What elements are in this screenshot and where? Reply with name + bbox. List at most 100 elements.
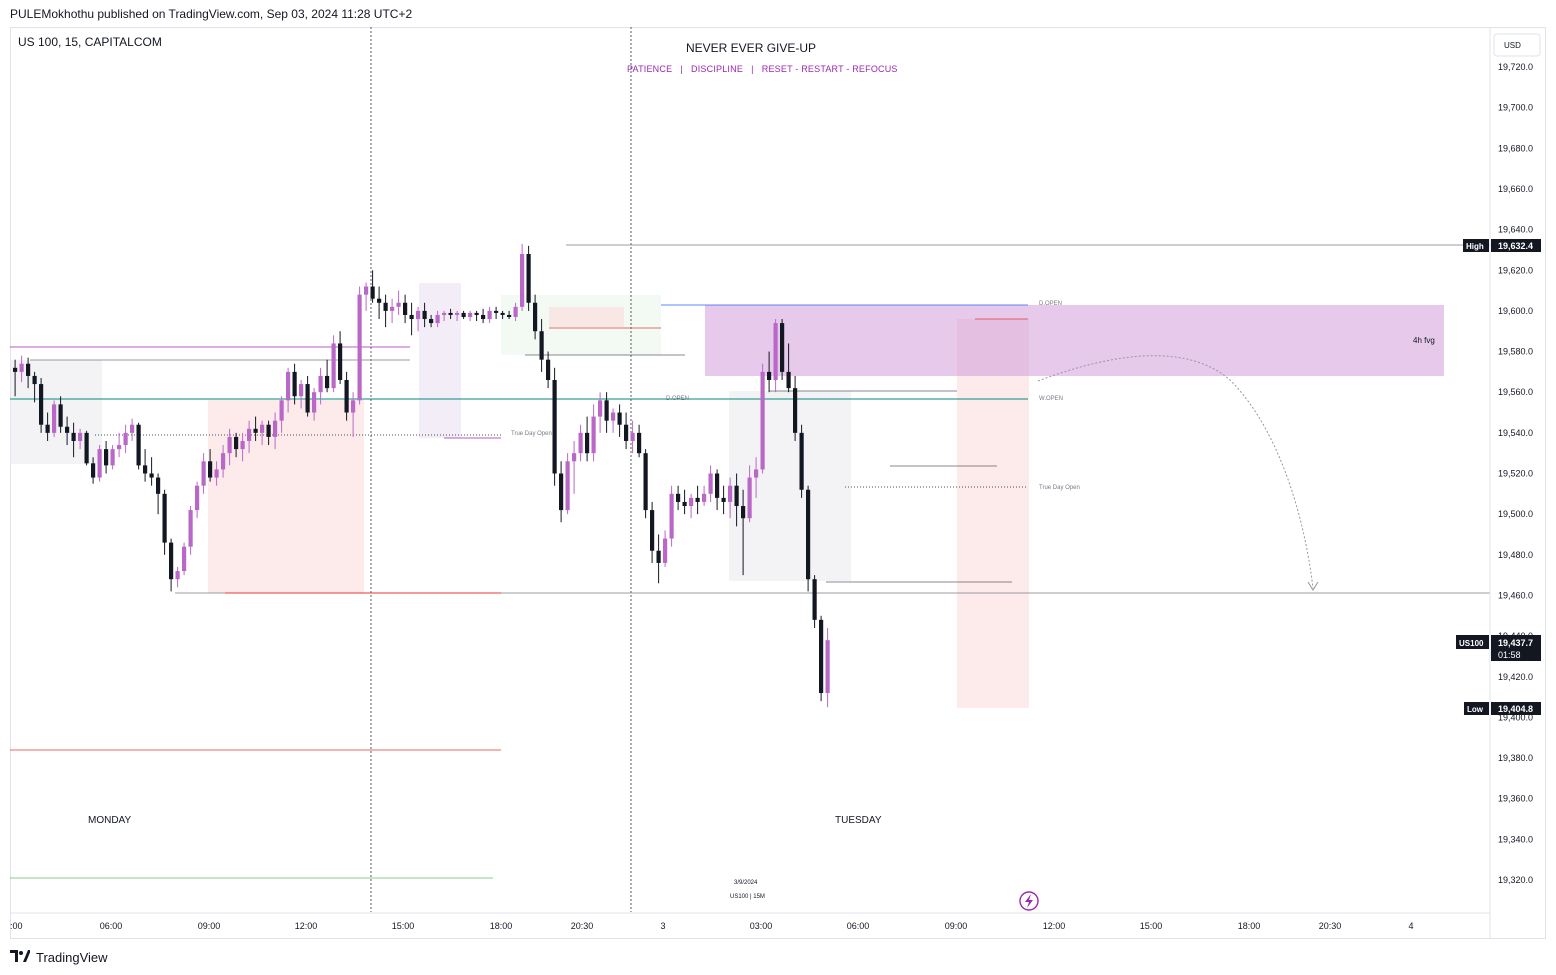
candle-body (676, 493, 681, 502)
candle-body (442, 312, 447, 315)
candle-body (195, 485, 200, 511)
candle-body (799, 432, 804, 490)
candle-body (611, 412, 616, 421)
candle-body (266, 424, 271, 437)
candle-body (52, 404, 57, 433)
candle-body (474, 312, 479, 315)
candle-body (773, 323, 778, 381)
lightning-icon[interactable] (1019, 891, 1039, 911)
projection-arrowhead (1307, 581, 1319, 591)
price-tick-label: 19,460.0 (1498, 590, 1533, 600)
candle-body (318, 375, 323, 393)
tradingview-brand: TradingView (36, 949, 108, 965)
candle-body (299, 384, 304, 397)
candle-body (617, 412, 622, 425)
candle-body (702, 493, 707, 502)
date-stamp: 3/9/2024 (734, 880, 758, 886)
candle-body (45, 424, 50, 433)
candle-body (364, 286, 369, 295)
candle-body (39, 384, 44, 425)
candle-body (325, 375, 330, 389)
candle-body (240, 440, 245, 450)
candle-body (747, 477, 752, 519)
time-tick-label: 3 (660, 921, 665, 931)
candle-body (552, 380, 557, 474)
candle-body (409, 314, 414, 320)
time-tick-label: 09:00 (198, 921, 221, 931)
price-tick-label: 19,560.0 (1498, 387, 1533, 397)
candle-body (84, 432, 89, 464)
candle-body (591, 416, 596, 454)
candle-body (175, 571, 180, 580)
svg-text:High: High (1466, 242, 1484, 251)
w-open-label: W.OPEN (1039, 396, 1063, 402)
candle-body (416, 310, 421, 320)
candle-body (708, 473, 713, 494)
candle-body (253, 428, 258, 433)
time-axis-ticks: :00 06:00 09:00 12:00 15:00 18:00 20:30 3 03:00 0… (10, 921, 1414, 931)
candle-body (58, 404, 63, 427)
candle-body (656, 550, 661, 563)
candle-body (117, 445, 122, 450)
price-tick-label: 19,700.0 (1498, 103, 1533, 113)
candle-body (435, 314, 440, 324)
price-tick-label: 19,540.0 (1498, 428, 1533, 438)
candle-body (481, 314, 486, 320)
price-tick-label: 19,380.0 (1498, 753, 1533, 763)
chart-title: NEVER EVER GIVE-UP (686, 41, 817, 55)
candle-body (97, 449, 102, 478)
symbol-label[interactable]: US 100, 15, CAPITALCOM (18, 35, 162, 49)
candle-body (754, 469, 759, 478)
candle-body (565, 461, 570, 511)
candle-body (273, 420, 278, 437)
candle-body (110, 449, 115, 466)
candle-body (500, 312, 505, 315)
candle-body (598, 400, 603, 417)
candle-body (214, 469, 219, 478)
candle-body (520, 253, 525, 307)
candle-body (156, 477, 161, 494)
candle-body (429, 319, 434, 324)
price-tick-label: 19,340.0 (1498, 834, 1533, 844)
candle-body (130, 424, 135, 433)
time-tick-label: :00 (10, 921, 23, 931)
candle-body (279, 400, 284, 421)
d-open-label-left: D.OPEN (666, 396, 689, 402)
tradingview-logo-icon (10, 949, 31, 965)
time-tick-label: 20:30 (571, 921, 594, 931)
chart-subtitle: PATIENCE | DISCIPLINE | RESET - RESTART … (627, 64, 898, 74)
time-tick-label: 18:00 (490, 921, 513, 931)
candle-body (734, 485, 739, 507)
candle-body (546, 359, 551, 381)
candle-body (312, 392, 317, 413)
candle-body (559, 473, 564, 511)
svg-text:19,632.4: 19,632.4 (1498, 241, 1533, 251)
current-price-tag: US100 19,437.7 01:58 (1456, 635, 1541, 661)
candle-body (331, 343, 336, 389)
price-tick-label: 19,660.0 (1498, 184, 1533, 194)
candle-body (741, 506, 746, 519)
fvg-label: 4h fvg (1413, 336, 1435, 345)
candle-body (377, 298, 382, 303)
currency-box[interactable] (1493, 33, 1541, 57)
footer[interactable]: TradingView (10, 949, 108, 965)
price-tick-label: 19,680.0 (1498, 143, 1533, 153)
candle-body (526, 253, 531, 303)
candle-body (78, 432, 83, 441)
candle-body (533, 302, 538, 332)
svg-text:01:58: 01:58 (1498, 650, 1521, 660)
candle-body (637, 432, 642, 454)
svg-text:19,437.7: 19,437.7 (1498, 638, 1533, 648)
candle-body (305, 384, 310, 413)
price-tick-label: 19,620.0 (1498, 265, 1533, 275)
price-tick-label: 19,640.0 (1498, 225, 1533, 235)
time-tick-label: 09:00 (945, 921, 968, 931)
price-tick-label: 19,400.0 (1498, 712, 1533, 722)
time-tick-label: 12:00 (295, 921, 318, 931)
candle-body (487, 310, 492, 320)
price-tick-label: 19,600.0 (1498, 306, 1533, 316)
session-box-monday-pm (419, 283, 461, 438)
candle-body (403, 302, 408, 315)
chart-frame[interactable] (10, 27, 1546, 939)
